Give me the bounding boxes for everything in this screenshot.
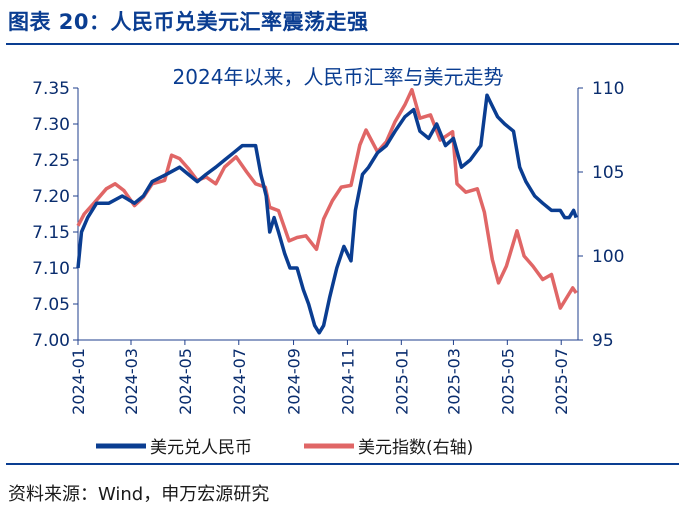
x-tick-label: 2024-11	[338, 348, 357, 415]
x-tick-label: 2024-09	[285, 348, 304, 415]
y-left-tick-label: 7.10	[32, 259, 70, 279]
title-rule	[6, 43, 679, 45]
legend-label: 美元兑人民币	[150, 438, 252, 458]
x-tick-label: 2024-01	[69, 348, 88, 415]
series-line-usdcny	[76, 93, 578, 335]
y-left-tick-label: 7.15	[32, 223, 70, 243]
x-tick-label: 2024-03	[122, 348, 141, 415]
y-right-tick-label: 95	[592, 331, 614, 351]
x-tick-label: 2025-01	[392, 348, 411, 415]
x-tick-label: 2024-07	[230, 348, 249, 415]
y-right-tick-label: 100	[592, 247, 624, 267]
y-left-tick-label: 7.20	[32, 187, 70, 207]
source-note: 资料来源：Wind，申万宏源研究	[8, 484, 270, 505]
y-right-tick-label: 105	[592, 163, 624, 183]
y-left-tick-label: 7.05	[32, 295, 70, 315]
y-left-tick-label: 7.25	[32, 151, 70, 171]
y-left-tick-label: 7.35	[32, 79, 70, 99]
figure-title: 图表 20：人民币兑美元汇率震荡走强	[8, 10, 369, 34]
chart: 7.00 7.05 7.10 7.15 7.20 7.25 7.30 7.35 95 100 105…	[32, 65, 624, 458]
y-left-tick-label: 7.30	[32, 115, 70, 135]
x-tick-label: 2025-03	[444, 348, 463, 415]
chart-title: 2024年以来，人民币汇率与美元走势	[173, 65, 504, 89]
series-line-dxy	[76, 87, 578, 310]
x-tick-label: 2024-05	[176, 348, 195, 415]
legend-label: 美元指数(右轴)	[358, 438, 473, 458]
source-rule	[6, 463, 679, 465]
y-left-tick-label: 7.00	[32, 331, 70, 351]
x-tick-label: 2025-05	[498, 348, 517, 415]
y-right-tick-label: 110	[592, 79, 624, 99]
x-tick-label: 2025-07	[552, 348, 571, 415]
